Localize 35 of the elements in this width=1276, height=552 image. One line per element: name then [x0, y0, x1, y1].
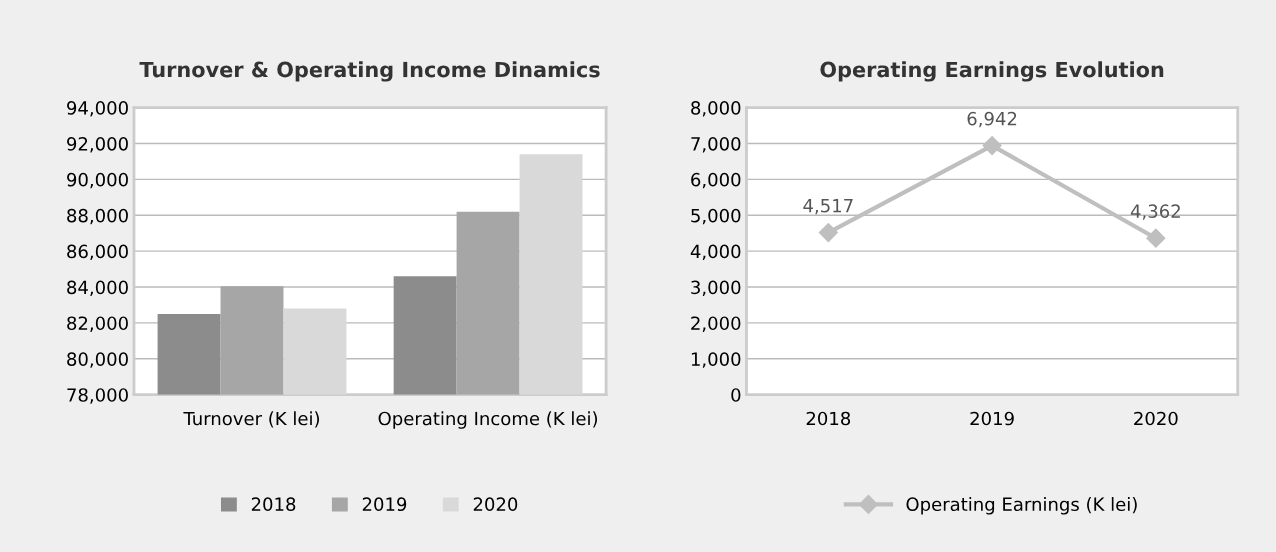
y-tick-label: 92,000 — [67, 136, 128, 153]
y-tick-label: 84,000 — [67, 280, 128, 296]
x-tick-label: Turnover (K lei) — [183, 411, 320, 428]
x-tick-label: 2019 — [970, 411, 1014, 426]
y-tick-label: 82,000 — [67, 316, 128, 332]
y-tick-label: 78,000 — [67, 388, 128, 404]
chart-title: Turnover & Operating Income Dinamics — [139, 61, 600, 82]
point — [818, 223, 838, 243]
y-tick-label: 7,000 — [691, 136, 741, 153]
y-tick-label: 4,000 — [690, 244, 741, 261]
chart-title: Operating Earnings Evolution — [820, 61, 1164, 82]
y-tick-label: 90,000 — [67, 172, 128, 189]
y-tick-label: 88,000 — [67, 208, 128, 225]
point — [1146, 228, 1166, 248]
data-label: 4,362 — [1130, 204, 1180, 220]
data-label: 6,942 — [967, 111, 1017, 128]
y-tick-label: 6,000 — [691, 172, 741, 189]
y-tick-label: 0 — [731, 388, 741, 402]
x-tick-label: 2018 — [806, 411, 851, 426]
legend-label: 2020 — [473, 497, 518, 512]
y-tick-label: 1,000 — [691, 352, 741, 368]
legend-label: 2019 — [362, 497, 407, 512]
y-tick-label: 94,000 — [67, 101, 128, 117]
x-tick-label: 2020 — [1134, 411, 1178, 426]
y-tick-label: 8,000 — [691, 101, 741, 117]
point — [982, 136, 1002, 156]
y-tick-label: 2,000 — [691, 316, 741, 332]
legend-label: 2018 — [251, 497, 296, 512]
x-tick-label: Operating Income (K lei) — [378, 411, 598, 429]
legend-label: Operating Earnings (K lei) — [906, 497, 1137, 515]
y-tick-label: 3,000 — [691, 280, 741, 296]
y-tick-label: 86,000 — [67, 244, 128, 261]
y-tick-label: 5,000 — [691, 208, 741, 225]
y-tick-label: 80,000 — [67, 352, 128, 368]
data-label: 4,517 — [803, 199, 853, 215]
